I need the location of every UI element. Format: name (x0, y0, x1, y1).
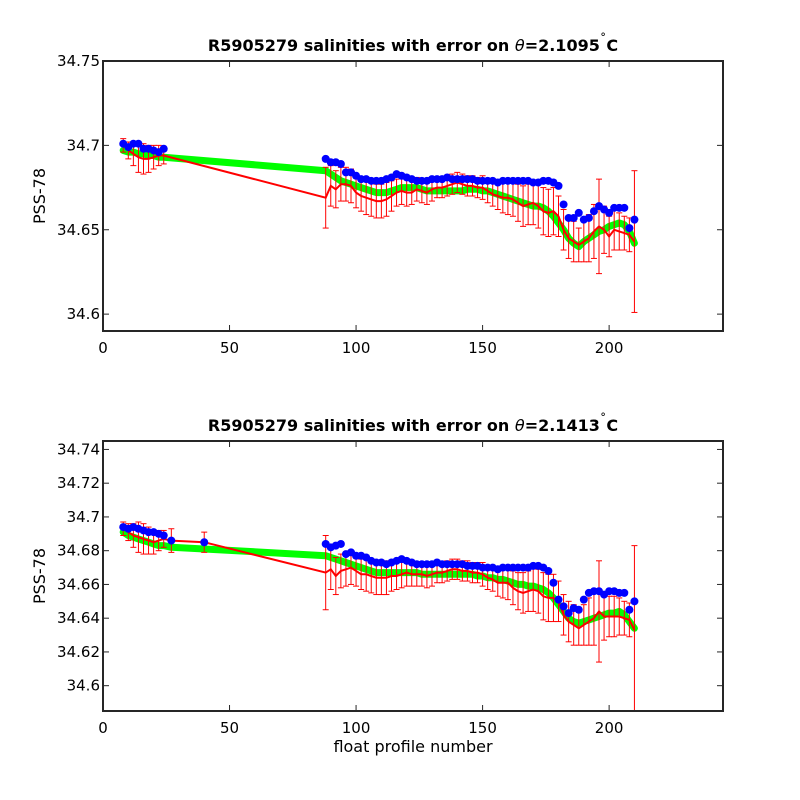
float-salinity-point (620, 588, 629, 597)
float-salinity-point (574, 208, 583, 217)
x-axis-label: float profile number (333, 737, 493, 756)
y-tick-label: 34.65 (57, 221, 100, 239)
float-salinity-point (167, 536, 176, 545)
float-salinity-point (549, 578, 558, 587)
float-salinity-point (620, 203, 629, 212)
y-axis-label: PSS-78 (30, 168, 49, 224)
y-tick-label: 34.6 (67, 305, 100, 323)
float-salinity-point (134, 139, 143, 148)
float-salinity-point (559, 200, 568, 209)
chart-title-text: R5905279 salinities with error on (208, 36, 515, 55)
y-tick-label: 34.7 (67, 136, 100, 154)
float-salinity-point (564, 609, 573, 618)
axes-box (102, 440, 724, 712)
float-salinity-point (554, 181, 563, 190)
chart-title-theta: θ (515, 416, 525, 435)
chart-title-unit: C (606, 36, 618, 55)
y-tick-label: 34.7 (67, 508, 100, 526)
x-tick-label: 150 (468, 719, 497, 737)
float-salinity-point (200, 538, 209, 547)
chart-title-value: =2.1413 (525, 416, 600, 435)
chart-title-theta: θ (515, 36, 525, 55)
y-tick-label: 34.66 (57, 575, 100, 593)
chart-title-degree: ˚ (600, 412, 607, 428)
chart-title-degree: ˚ (600, 32, 607, 48)
float-salinity-point (159, 144, 168, 153)
float-salinity-point (584, 213, 593, 222)
y-axis-label: PSS-78 (30, 548, 49, 604)
y-tick-label: 34.74 (57, 440, 100, 458)
x-tick-label: 50 (220, 339, 239, 357)
adjusted-salinity-line (122, 527, 636, 631)
float-salinity-point (569, 213, 578, 222)
x-tick-label: 100 (342, 719, 371, 737)
float-salinity-point (336, 159, 345, 168)
y-tick-label: 34.62 (57, 643, 100, 661)
chart-title: R5905279 salinities with error on θ=2.10… (208, 32, 618, 55)
float-salinity-point (336, 539, 345, 548)
plot-top: 0 50 100 150 200 34.6 34.65 34.7 34.75 PSS-78 R590… (30, 32, 724, 357)
axes-box (102, 60, 724, 332)
data-layer (119, 521, 639, 711)
y-tick-label: 34.64 (57, 609, 100, 627)
float-salinity-point (554, 595, 563, 604)
y-tick-label: 34.6 (67, 677, 100, 695)
x-tick-label: 200 (595, 719, 624, 737)
chart-title: R5905279 salinities with error on θ=2.14… (208, 412, 618, 435)
float-salinity-point (630, 597, 639, 606)
float-salinity-point (625, 224, 634, 233)
plot-bottom: 0 50 100 150 200 34.6 34.62 34.64 34.66 34.68 34.7… (30, 412, 724, 756)
x-tick-label: 50 (220, 719, 239, 737)
x-tick-label: 100 (342, 339, 371, 357)
float-salinity-point (159, 531, 168, 540)
plot-area (103, 61, 723, 331)
float-salinity-point (630, 215, 639, 224)
float-salinity-point (625, 605, 634, 614)
chart-title-value: =2.1095 (525, 36, 600, 55)
x-tick-label: 0 (98, 339, 108, 357)
x-tick-label: 200 (595, 339, 624, 357)
chart-title-unit: C (606, 416, 618, 435)
x-tick-label: 150 (468, 339, 497, 357)
float-salinity-point (605, 208, 614, 217)
float-salinity-point (544, 566, 553, 575)
float-salinity-point (589, 207, 598, 216)
y-tick-label: 34.75 (57, 52, 100, 70)
y-tick-label: 34.68 (57, 542, 100, 560)
float-salinity-point (574, 605, 583, 614)
y-tick-label: 34.72 (57, 474, 100, 492)
data-layer (119, 138, 639, 313)
chart-title-text: R5905279 salinities with error on (208, 416, 515, 435)
x-tick-label: 0 (98, 719, 108, 737)
float-salinity-point (579, 595, 588, 604)
float-salinity-point (559, 602, 568, 611)
